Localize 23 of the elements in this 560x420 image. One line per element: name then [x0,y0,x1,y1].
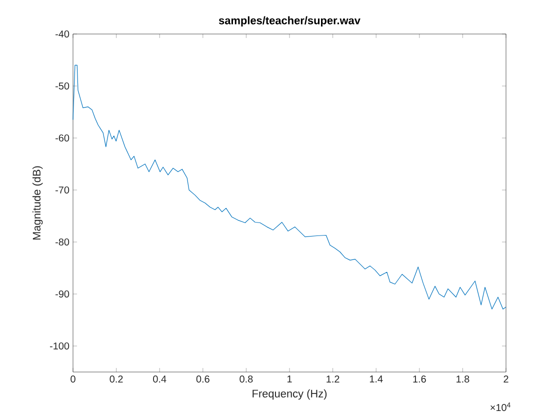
x-tick-label: 1.2 [326,376,340,382]
x-tick-label: 1.6 [413,376,426,383]
y-tick-label: -50 [56,82,70,90]
y-tick-label: -80 [56,238,70,246]
y-tick-label: -40 [56,30,70,38]
x-axis-title: Frequency (Hz) [252,389,327,400]
x-tick-label: 2 [504,376,508,382]
x-tick-label: 1.8 [456,376,470,383]
y-tick-label: -90 [56,290,70,298]
chart-title: samples/teacher/super.wav [218,16,360,26]
x-tick-label: 1.4 [370,376,383,382]
x-tick-label: 0.4 [153,376,166,383]
text: ×10$^{4}$ [490,402,510,412]
x-tick-label: 0.2 [110,376,123,383]
x-tick-label: 0.8 [240,376,253,383]
line-series [72,64,506,310]
y-tick-label: -60 [56,134,70,142]
y-tick-label: -70 [56,186,70,194]
y-tick-label: -100 [50,342,70,350]
x-tick-label: 0.6 [196,376,210,383]
x-tick-label: 1 [288,376,292,382]
x-tick-label: 0 [70,376,76,383]
y-axis-title: Magnitude (dB) [32,166,43,240]
